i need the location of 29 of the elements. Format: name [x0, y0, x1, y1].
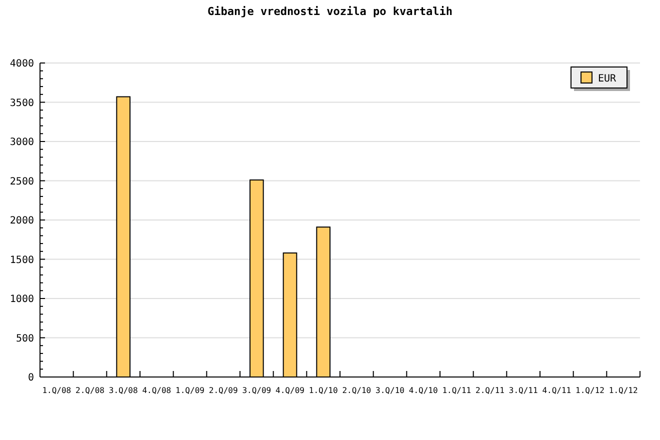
- x-tick-label: 1.Q/12: [576, 386, 605, 395]
- x-tick-label: 3.Q/11: [508, 386, 538, 395]
- x-tick-label: 4.Q/11: [542, 386, 572, 395]
- legend-label: EUR: [598, 74, 618, 84]
- y-tick-label: 500: [16, 333, 34, 344]
- x-tick-label: 4.Q/09: [276, 386, 305, 395]
- chart-title: Gibanje vrednosti vozila po kvartalih: [207, 5, 453, 18]
- x-tick-label: 2.Q/11: [476, 386, 505, 395]
- x-tick-label: 2.Q/08: [76, 386, 105, 395]
- x-tick-label: 3.Q/08: [108, 386, 138, 395]
- x-tick-label: 1.Q/08: [42, 386, 72, 395]
- x-tick-label: 1.Q/12: [608, 386, 638, 395]
- x-tick-label: 3.Q/09: [242, 386, 272, 395]
- x-tick-label: 1.Q/09: [176, 386, 205, 395]
- x-tick-label: 1.Q/11: [442, 386, 472, 395]
- x-tick-label: 4.Q/10: [408, 386, 438, 395]
- y-tick-label: 3000: [10, 137, 34, 148]
- y-tick-label: 1000: [10, 294, 34, 305]
- x-tick-label: 3.Q/10: [376, 386, 405, 395]
- x-tick-label: 4.Q/08: [142, 386, 172, 395]
- x-tick-label: 1.Q/10: [308, 386, 338, 395]
- y-tick-label: 2500: [10, 176, 34, 188]
- y-tick-label: 2000: [10, 216, 34, 226]
- y-tick-label: 4000: [10, 58, 34, 70]
- y-tick-label: 3500: [10, 98, 34, 109]
- x-tick-label: 2.Q/09: [208, 386, 238, 395]
- y-tick-label: 0: [28, 372, 34, 384]
- y-tick-label: 1500: [10, 254, 34, 266]
- x-tick-label: 2.Q/10: [342, 386, 372, 395]
